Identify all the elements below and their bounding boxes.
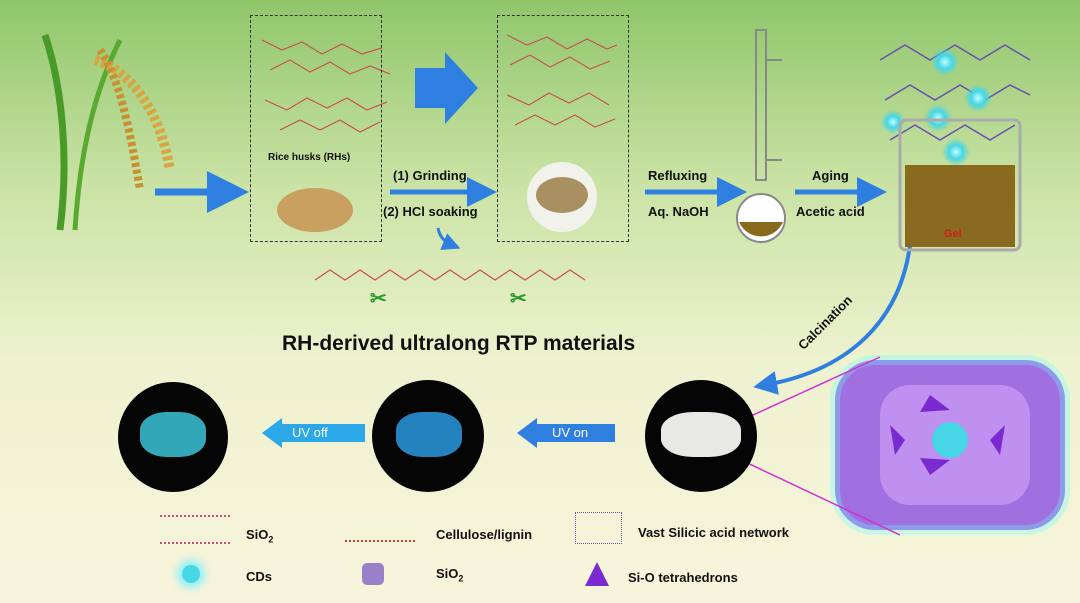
scissors-icon: ✂ xyxy=(510,288,527,310)
silicic-network-icon xyxy=(879,44,1031,141)
cellulose-icon xyxy=(345,515,415,542)
legend-cellulose: Cellulose/lignin xyxy=(436,527,533,542)
title: RH-derived ultralong RTP materials xyxy=(282,332,636,355)
cellulose-chain-icon xyxy=(314,269,586,281)
carbon-dots xyxy=(881,48,992,166)
rice-husk-photo xyxy=(277,188,353,232)
sio2-network-icon xyxy=(261,34,618,281)
uv-on-arrow xyxy=(517,418,615,448)
uv-off-arrow xyxy=(262,418,365,448)
uv-off-sample xyxy=(118,382,228,492)
silicic-network-icon xyxy=(575,512,622,544)
refluxing-label: Refluxing xyxy=(648,168,708,183)
grinding-label: (1) Grinding xyxy=(393,168,467,183)
aging-label: Aging xyxy=(812,168,849,183)
rice-husk-box xyxy=(250,15,382,242)
naoh-label: Aq. NaOH xyxy=(648,204,709,219)
acetic-acid-label: Acetic acid xyxy=(796,204,865,219)
beaker-icon xyxy=(898,118,1022,252)
sio2-cage-icon xyxy=(830,355,1070,535)
reflux-condenser-icon xyxy=(736,29,786,243)
hcl-label: (2) HCl soaking xyxy=(383,204,478,219)
legend-silicic-network: Vast Silicic acid network xyxy=(638,525,790,540)
tetrahedron-icon xyxy=(585,562,609,586)
legend-sio2-structure: SiO2 xyxy=(246,527,274,545)
uv-off-label: UV off xyxy=(292,425,328,440)
sio2-cube-icon xyxy=(362,563,384,585)
big-arrow xyxy=(415,52,478,124)
legend-tetrahedron: Si-O tetrahedrons xyxy=(628,570,738,585)
white-powder-sample xyxy=(645,380,757,492)
carbon-dot-icon xyxy=(182,565,200,583)
uv-on-sample xyxy=(372,380,484,492)
arrow-calcination xyxy=(753,244,912,395)
uv-on-label: UV on xyxy=(552,425,589,440)
pretreated-box xyxy=(497,15,629,242)
rice-plant-icon xyxy=(41,33,175,231)
legend-cds: CDs xyxy=(246,569,273,584)
sio2-structure-icon xyxy=(160,515,230,544)
legend-sio2-cube: SiO2 xyxy=(436,566,464,584)
scissors-icon: ✂ xyxy=(370,288,387,310)
gel-label: Gel xyxy=(944,228,962,240)
rice-husks-label: Rice husks (RHs) xyxy=(268,152,351,163)
